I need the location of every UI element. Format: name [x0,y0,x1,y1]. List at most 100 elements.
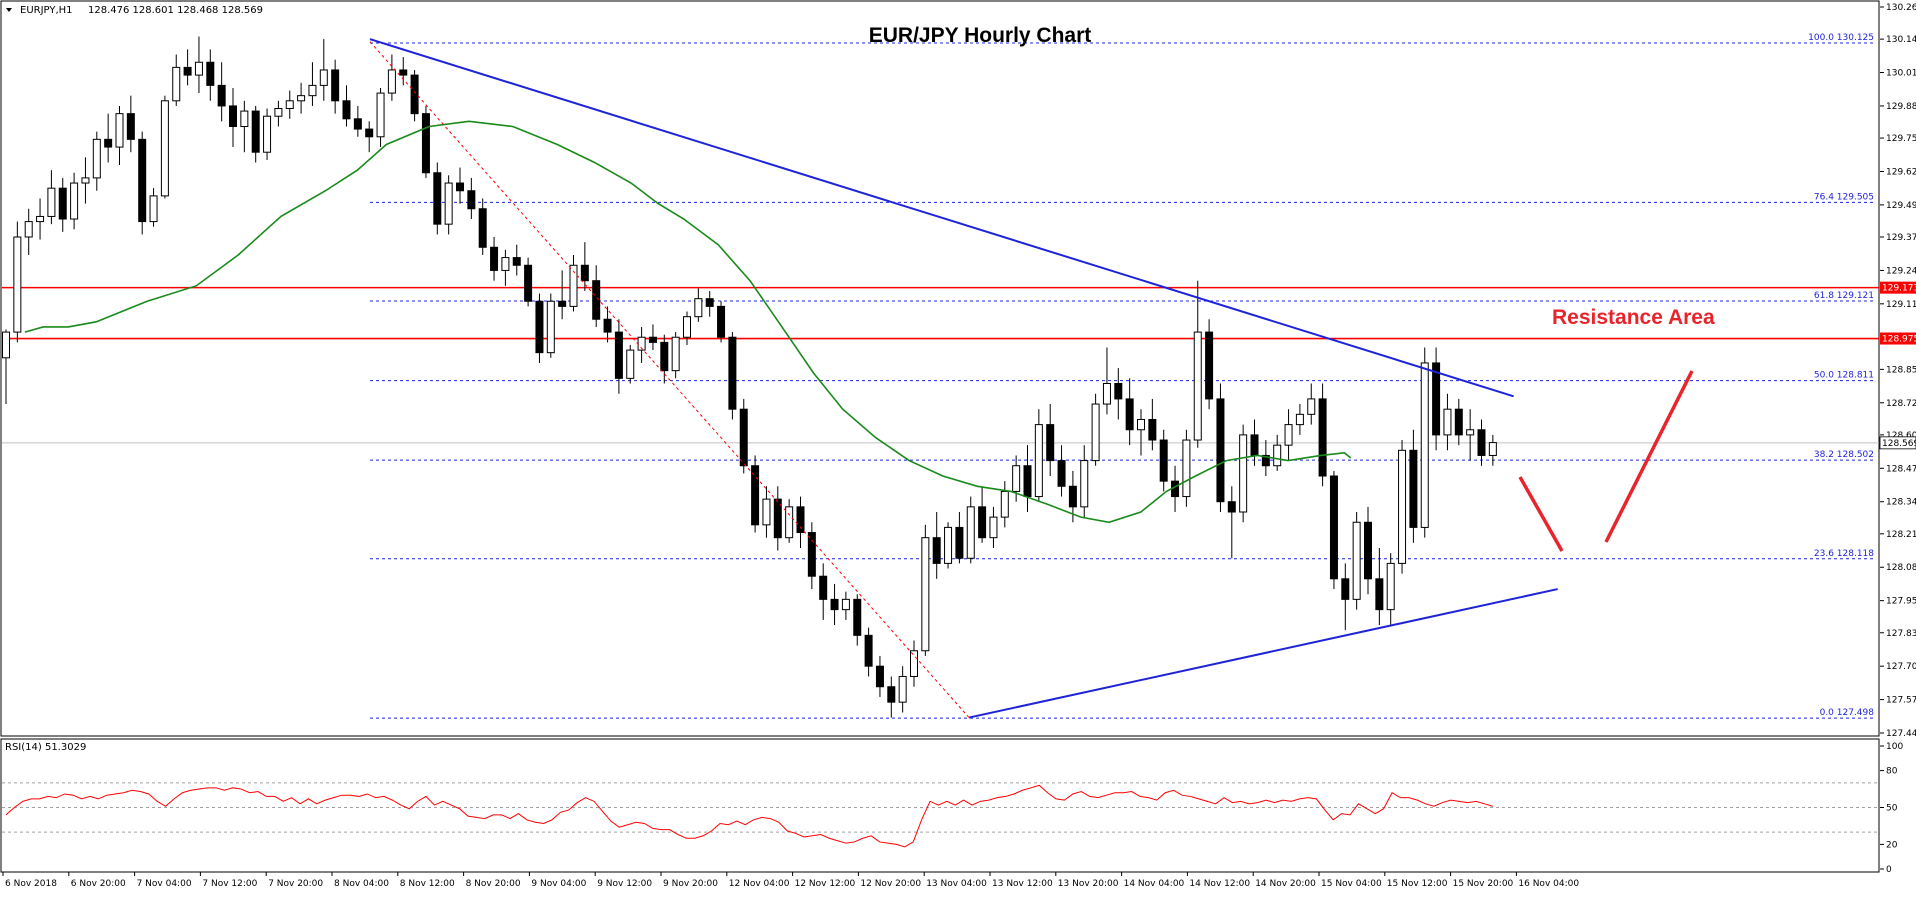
candle [319,39,328,101]
candle-body-down [660,341,669,372]
time-tick-label: 12 Nov 20:00 [860,879,921,889]
candle [1091,393,1100,466]
candle-body-down [819,575,828,600]
candle [331,59,340,114]
price-tick-label: 130.140 [1886,35,1916,45]
candle [421,105,430,178]
candle-body-down [421,113,430,174]
candle-body-down [1364,521,1372,580]
candle [1205,319,1214,410]
candle [387,54,396,101]
candle-body-up [376,92,385,138]
price-tick-label: 128.855 [1886,365,1916,375]
ohlc-readout: 128.476 128.601 128.468 128.569 [88,5,263,16]
candle-body-down [1409,449,1418,528]
candle [183,49,192,86]
candle-body-down [456,182,464,192]
candle [1102,347,1111,415]
price-tick-label: 127.440 [1886,729,1916,739]
candle [1137,409,1145,456]
candle-body-down [1318,398,1327,477]
candle [887,676,896,718]
candle [1000,481,1009,528]
candle-body-down [410,74,419,115]
candle [932,511,941,579]
candle [1216,383,1225,512]
candle [274,100,283,127]
candle-body-down [1114,382,1123,400]
candle-body-up [546,300,555,354]
candle [1023,445,1032,512]
candle [603,306,612,343]
time-tick-label: 8 Nov 04:00 [334,879,389,889]
candle-body-down [229,105,237,128]
candle-body-down [1159,439,1168,482]
rsi-tick-label: 50 [1886,804,1898,814]
candle-body-up [1295,413,1304,426]
candle-body-up [694,298,703,318]
time-tick-label: 9 Nov 12:00 [597,879,652,889]
projection-down-stroke [1518,476,1564,552]
candles [2,36,1497,718]
candle [1148,398,1157,451]
candle-body-down [467,190,476,210]
candle [1295,404,1304,435]
candle [1114,368,1123,420]
time-tick-label: 8 Nov 20:00 [466,879,521,889]
candle [717,301,726,343]
current-price-box [1879,436,1916,450]
moving-average-line [24,120,1352,524]
candle [353,105,362,137]
candle-body-down [978,506,987,539]
candle [81,157,90,204]
price-tick-label: 127.570 [1886,696,1916,706]
candle-body-up [921,537,930,652]
candle [1329,470,1338,590]
time-tick-label: 15 Nov 12:00 [1387,879,1448,889]
candle [512,244,521,276]
chevron-down-icon[interactable] [6,8,12,12]
candle-body-down [932,537,941,564]
candle-body-up [285,100,294,110]
candle [807,522,816,590]
candle [501,249,510,286]
price-tick-label: 129.880 [1886,102,1916,112]
candle [660,334,669,384]
candle [240,100,249,153]
symbol-label: EURJPY,H1 [20,5,73,16]
candle [13,221,22,343]
candle [1352,511,1361,610]
candle [444,175,453,235]
candle [365,121,374,153]
candle [1057,445,1066,497]
candle-body-down [1046,424,1055,462]
candle [626,344,635,384]
candle-body-down [1125,398,1134,431]
price-tick-label: 129.110 [1886,300,1916,310]
candle [751,455,760,533]
candle [1420,347,1429,538]
candle-body-down [1454,408,1463,436]
candle-body-up [274,108,283,117]
candle [285,90,294,119]
fib-level-label: 61.8 129.121 [1814,291,1874,301]
price-tick-label: 128.600 [1886,431,1916,441]
candle-body-down [887,686,896,703]
candle-body-up [671,336,680,372]
candle-body-up [910,650,918,677]
candle [308,62,317,106]
candle-body-up [683,316,691,338]
chart-title: EUR/JPY Hourly Chart [869,24,1092,47]
time-tick-label: 6 Nov 20:00 [71,879,126,889]
candle-body-up [1284,424,1293,446]
candle-body-up [1386,562,1395,611]
candle [989,506,998,548]
trendline-descending [369,38,1514,398]
candle-body-up [966,506,975,559]
candle [138,131,147,235]
rsi-panel-frame [0,738,1880,873]
candle [47,170,56,225]
time-tick-label: 6 Nov 2018 [5,879,57,889]
candle-body-up [1080,460,1089,508]
grid-lines: 100.0 130.125 76.4 129.505 61.8 129.121 50.… [2,33,1879,719]
